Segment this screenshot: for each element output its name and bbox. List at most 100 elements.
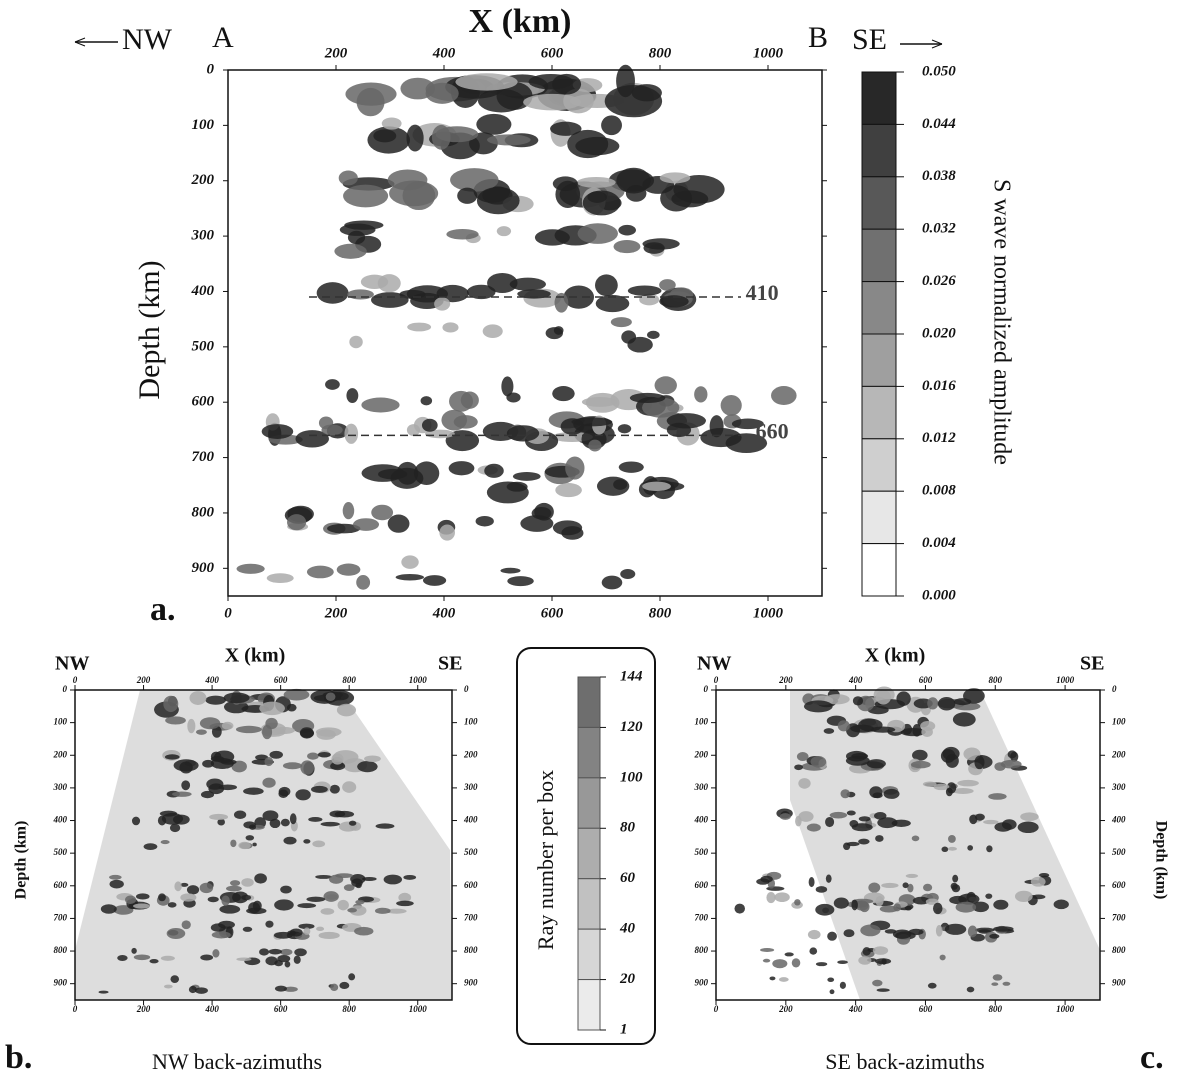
blob: [374, 907, 391, 914]
blob: [994, 822, 1012, 832]
y-tick-label: 900: [695, 978, 709, 988]
blob: [331, 753, 344, 765]
blob: [261, 424, 294, 439]
blob: [259, 948, 270, 956]
blob: [373, 129, 397, 143]
blob: [289, 813, 297, 825]
blob: [837, 960, 848, 964]
y-tick-label: 900: [464, 978, 478, 988]
blob: [135, 893, 150, 900]
blob: [554, 292, 569, 313]
blob: [223, 692, 250, 704]
blob: [587, 191, 607, 203]
blob: [618, 224, 636, 236]
blob: [245, 835, 255, 841]
blob: [425, 82, 459, 104]
y-tick-label: 100: [1112, 717, 1126, 727]
y-tick-label: 700: [464, 912, 478, 922]
blob: [948, 834, 956, 843]
blob: [846, 841, 860, 847]
blob: [769, 976, 776, 981]
y-tick-label: 500: [54, 847, 68, 857]
colorbar-tick-label: 60: [620, 870, 636, 886]
blob: [866, 759, 886, 769]
blob: [610, 317, 632, 328]
blob: [983, 819, 999, 825]
blob: [320, 908, 335, 915]
blob: [963, 747, 981, 761]
blob: [870, 726, 896, 733]
blob: [284, 961, 291, 968]
blob: [321, 424, 343, 436]
x-tick-label: 0: [714, 675, 719, 685]
blob: [947, 846, 957, 851]
blob: [912, 724, 922, 737]
y-tick-label: 800: [54, 945, 68, 955]
arrow-head: [931, 39, 943, 49]
blob: [958, 893, 980, 905]
blob: [298, 923, 315, 930]
blob: [210, 757, 234, 769]
blob: [555, 180, 581, 209]
blob: [694, 386, 708, 403]
direction: NW: [122, 23, 173, 56]
blob: [269, 818, 281, 829]
y-tick-label: 400: [694, 815, 709, 825]
blob: [829, 811, 848, 819]
y-tick-label: 0: [1112, 684, 1117, 694]
x-tick-label: 400: [204, 675, 219, 685]
blob: [531, 506, 552, 520]
y-tick-label: 0: [464, 684, 469, 694]
blob: [317, 752, 331, 758]
blob: [316, 282, 349, 304]
blob: [371, 292, 409, 308]
y-tick-label: 100: [192, 117, 215, 133]
blob: [318, 931, 340, 940]
blob: [420, 396, 433, 406]
y-tick-label: 500: [464, 847, 478, 857]
x-tick-label: 1000: [1056, 1004, 1075, 1014]
blob: [457, 187, 478, 204]
x-tick-label: 200: [136, 1004, 151, 1014]
blob: [442, 322, 459, 333]
blob: [774, 892, 790, 903]
y-tick-label: 400: [463, 815, 478, 825]
blob: [223, 700, 249, 714]
blob: [596, 476, 630, 496]
blob: [512, 471, 541, 481]
blob: [487, 134, 531, 146]
colorbar-swatch: [861, 71, 897, 125]
blob: [989, 933, 1000, 939]
blob: [798, 811, 814, 822]
blob: [829, 989, 835, 995]
blob: [354, 926, 374, 936]
blob: [241, 894, 252, 901]
blob: [843, 929, 855, 938]
blob: [642, 481, 671, 492]
blob: [837, 720, 850, 732]
discontinuity-label: 410: [746, 280, 779, 305]
blob: [731, 418, 764, 430]
blob: [823, 728, 835, 734]
blob: [364, 755, 381, 763]
blob: [423, 575, 447, 586]
blob: [242, 926, 253, 932]
blob: [306, 565, 334, 579]
colorbar-swatch: [577, 726, 601, 779]
blob: [383, 874, 403, 885]
blob: [902, 882, 909, 889]
blob: [355, 882, 362, 889]
y-tick-label: 0: [63, 684, 68, 694]
colorbar-tick-label: 0.026: [922, 273, 956, 289]
blob: [320, 821, 340, 827]
blob: [169, 823, 181, 833]
blob: [507, 576, 534, 587]
blob: [851, 752, 869, 760]
blob: [187, 718, 196, 734]
blob: [666, 413, 706, 429]
coverage: [790, 690, 1100, 1000]
blob: [349, 335, 363, 349]
blob: [160, 955, 175, 961]
blob: [868, 882, 881, 893]
